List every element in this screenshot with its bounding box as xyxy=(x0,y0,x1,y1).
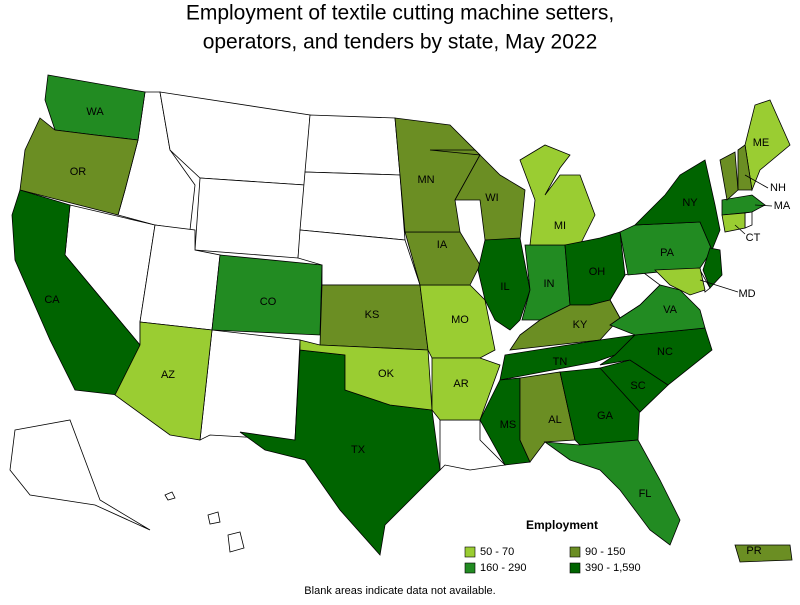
state-region xyxy=(509,299,621,351)
state-label: AL xyxy=(548,414,561,426)
state-region xyxy=(439,419,506,471)
state-region xyxy=(654,267,706,296)
state-label: KY xyxy=(573,319,588,331)
state-region xyxy=(114,321,213,441)
state-label: IN xyxy=(544,278,555,290)
state-region xyxy=(19,117,139,216)
state-region xyxy=(304,114,401,176)
state-label: OK xyxy=(378,368,395,380)
leader-line xyxy=(754,204,773,207)
state-region xyxy=(194,177,306,259)
state-region xyxy=(734,544,793,563)
state-label: WA xyxy=(86,106,104,118)
state-label: NH xyxy=(770,182,786,194)
state-label: GA xyxy=(597,410,614,422)
legend-swatch xyxy=(569,546,581,558)
state-label: TX xyxy=(351,444,366,456)
state-region xyxy=(207,511,221,525)
state-label: CA xyxy=(44,294,60,306)
legend: 50 - 70 90 - 150 160 - 290 390 - 1,590 xyxy=(464,546,641,574)
state-region xyxy=(721,212,746,233)
state-label: MO xyxy=(451,314,469,326)
state-labels: WA OR CA CO AZ TX KS OK MO AR IA MN WI IL IN MI OH KY TN MS… xyxy=(44,106,791,557)
state-region xyxy=(394,117,481,233)
footnote: Blank areas indicate data not available. xyxy=(304,585,495,597)
state-region xyxy=(299,171,406,241)
state-label: NY xyxy=(682,197,698,209)
state-label: MI xyxy=(554,220,566,232)
state-label: MD xyxy=(738,288,755,300)
state-label: WI xyxy=(485,192,498,204)
state-label: CT xyxy=(746,232,761,244)
state-region xyxy=(299,339,433,411)
state-region xyxy=(702,247,723,289)
state-region xyxy=(737,144,753,191)
state-label: OR xyxy=(70,166,87,178)
title-line: operators, and tenders by state, May 202… xyxy=(203,31,598,54)
legend-label: 50 - 70 xyxy=(480,546,514,558)
leader-line xyxy=(734,224,746,235)
state-label: IL xyxy=(500,281,509,293)
state-region xyxy=(227,531,245,553)
state-label: CO xyxy=(260,296,277,308)
state-label: IA xyxy=(437,239,448,251)
state-label: MN xyxy=(417,174,434,186)
state-label: VA xyxy=(663,304,678,316)
title-line: Employment of textile cutting machine se… xyxy=(186,2,614,25)
state-region xyxy=(719,151,739,201)
state-region xyxy=(543,439,681,546)
state-label: MS xyxy=(500,419,517,431)
state-label: TN xyxy=(553,356,568,368)
state-region xyxy=(633,159,721,252)
state-label: AZ xyxy=(161,369,175,381)
state-label: OH xyxy=(589,266,606,278)
legend-swatch xyxy=(464,546,476,558)
state-region xyxy=(519,144,596,246)
legend-label: 90 - 150 xyxy=(585,546,625,558)
state-region xyxy=(721,194,766,216)
legend-swatch xyxy=(464,562,476,574)
blank-states xyxy=(9,91,753,553)
legend-swatch xyxy=(569,562,581,574)
leader-line xyxy=(699,279,739,293)
state-region xyxy=(744,211,753,229)
state-label: MA xyxy=(774,200,791,212)
legend-title: Employment xyxy=(526,518,598,532)
state-label: FL xyxy=(639,488,652,500)
filled-states xyxy=(11,74,793,563)
state-region xyxy=(419,284,496,359)
state-label: AR xyxy=(453,378,468,390)
state-region xyxy=(164,491,176,501)
state-region xyxy=(9,419,151,531)
state-label: SC xyxy=(630,380,645,392)
legend-label: 160 - 290 xyxy=(480,562,526,574)
state-label: KS xyxy=(365,309,380,321)
state-label: NC xyxy=(657,346,673,358)
state-region xyxy=(599,327,713,386)
state-label: ME xyxy=(753,137,770,149)
leader-line xyxy=(744,174,769,189)
state-label: PA xyxy=(660,247,675,259)
state-label: PR xyxy=(746,545,761,557)
legend-label: 390 - 1,590 xyxy=(585,562,641,574)
state-region xyxy=(477,237,531,331)
state-region xyxy=(199,329,301,441)
